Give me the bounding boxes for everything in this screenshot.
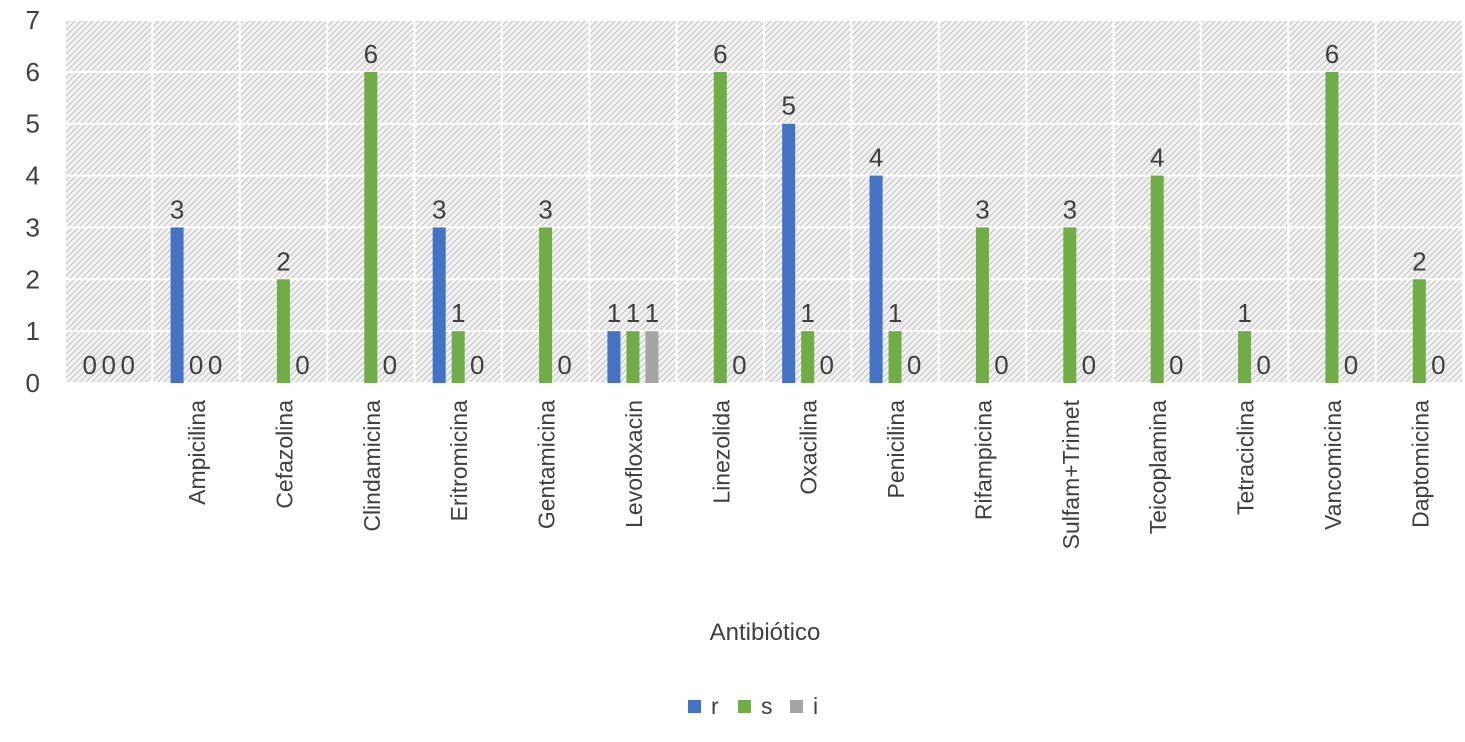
bar-s bbox=[451, 331, 465, 383]
y-tick-label: 7 bbox=[26, 5, 40, 35]
data-label: 3 bbox=[975, 194, 989, 224]
y-tick-labels: 0 1 2 3 4 5 6 7 bbox=[26, 5, 40, 398]
bar-r bbox=[607, 331, 621, 383]
bar-s bbox=[1325, 71, 1339, 383]
data-label: 4 bbox=[1150, 143, 1164, 173]
bar-s bbox=[1063, 227, 1077, 383]
category-label: Eritromicina bbox=[446, 400, 472, 522]
bars bbox=[170, 71, 1426, 383]
bar-s bbox=[801, 331, 815, 383]
data-label: 0 bbox=[1169, 350, 1183, 380]
category-label: Levofloxacin bbox=[621, 400, 647, 528]
y-tick-label: 5 bbox=[26, 109, 40, 139]
data-label: 2 bbox=[276, 246, 290, 276]
data-label: 5 bbox=[781, 91, 795, 121]
data-label: 1 bbox=[645, 298, 659, 328]
data-label: 0 bbox=[295, 350, 309, 380]
data-label: 1 bbox=[451, 298, 465, 328]
y-tick-label: 6 bbox=[26, 57, 40, 87]
bar-r bbox=[170, 227, 184, 383]
bar-s bbox=[713, 71, 727, 383]
bar-s bbox=[1150, 175, 1164, 383]
category-label: Gentamicina bbox=[534, 400, 560, 529]
bar-s bbox=[364, 71, 378, 383]
category-label: Linezolida bbox=[708, 400, 734, 504]
data-label: 0 bbox=[82, 350, 96, 380]
bar-r bbox=[432, 227, 446, 383]
category-label: Daptomicina bbox=[1407, 400, 1433, 528]
gridlines bbox=[64, 19, 1464, 384]
bar-s bbox=[888, 331, 902, 383]
bar-s bbox=[1412, 279, 1426, 383]
category-label: Clindamicina bbox=[359, 400, 385, 532]
data-label: 1 bbox=[1237, 298, 1251, 328]
data-label: 0 bbox=[120, 350, 134, 380]
data-label: 0 bbox=[208, 350, 222, 380]
data-label: 0 bbox=[907, 350, 921, 380]
data-label: 0 bbox=[1431, 350, 1445, 380]
data-label: 6 bbox=[1325, 39, 1339, 69]
category-label: Sulfam+Trimet bbox=[1058, 399, 1084, 549]
bar-s bbox=[539, 227, 553, 383]
legend-swatch-i bbox=[790, 700, 803, 713]
data-label: 3 bbox=[432, 194, 446, 224]
data-label: 6 bbox=[364, 39, 378, 69]
data-label: 0 bbox=[1256, 350, 1270, 380]
data-label: 0 bbox=[1082, 350, 1096, 380]
bar-s bbox=[626, 331, 640, 383]
data-label: 6 bbox=[713, 39, 727, 69]
category-label: Rifampicina bbox=[970, 400, 996, 520]
data-label: 0 bbox=[383, 350, 397, 380]
data-label: 1 bbox=[800, 298, 814, 328]
category-label: Oxacilina bbox=[796, 400, 822, 495]
bar-s bbox=[1238, 331, 1252, 383]
data-label: 0 bbox=[557, 350, 571, 380]
y-tick-label: 2 bbox=[26, 264, 40, 294]
data-label: 1 bbox=[607, 298, 621, 328]
category-label: Ampicilina bbox=[184, 400, 210, 505]
legend-label: r bbox=[711, 693, 719, 719]
data-label: 1 bbox=[626, 298, 640, 328]
data-label: 2 bbox=[1412, 246, 1426, 276]
data-label: 0 bbox=[101, 350, 115, 380]
data-label: 0 bbox=[819, 350, 833, 380]
data-label: 1 bbox=[888, 298, 902, 328]
data-label: 0 bbox=[732, 350, 746, 380]
y-tick-label: 1 bbox=[26, 316, 40, 346]
bar-s bbox=[975, 227, 989, 383]
data-label: 0 bbox=[470, 350, 484, 380]
x-axis-label: Antibiótico bbox=[710, 619, 821, 646]
category-label: Penicilina bbox=[883, 400, 909, 499]
category-label: Teicoplamina bbox=[1145, 400, 1171, 534]
data-label: 3 bbox=[170, 194, 184, 224]
y-tick-label: 3 bbox=[26, 212, 40, 242]
bar-i bbox=[645, 331, 659, 383]
bar-s bbox=[276, 279, 290, 383]
category-label: Cefazolina bbox=[271, 400, 297, 509]
category-label: Tetraciclina bbox=[1233, 400, 1259, 515]
data-label: 3 bbox=[1063, 194, 1077, 224]
data-label: 0 bbox=[189, 350, 203, 380]
y-tick-label: 4 bbox=[26, 161, 40, 191]
data-label: 3 bbox=[538, 194, 552, 224]
legend-swatch-r bbox=[688, 700, 701, 713]
data-label: 0 bbox=[994, 350, 1008, 380]
category-labels: Ampicilina Cefazolina Clindamicina Eritromi… bbox=[184, 399, 1433, 549]
category-label: Vancomicina bbox=[1320, 400, 1346, 530]
data-label: 4 bbox=[869, 143, 883, 173]
y-tick-label: 0 bbox=[26, 368, 40, 398]
legend-label: s bbox=[761, 693, 773, 719]
data-label: 0 bbox=[1344, 350, 1358, 380]
bar-r bbox=[869, 175, 883, 383]
bar-r bbox=[782, 123, 796, 383]
legend-swatch-s bbox=[738, 700, 751, 713]
legend-label: i bbox=[813, 693, 818, 719]
